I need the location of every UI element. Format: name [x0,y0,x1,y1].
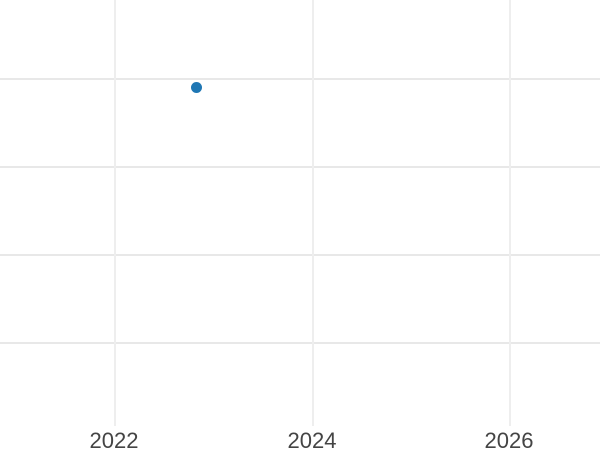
x-tick-label: 2024 [287,428,337,450]
v-gridline [114,0,116,426]
v-gridline [312,0,314,426]
h-gridline [0,254,600,256]
h-gridline [0,78,600,80]
h-gridline [0,342,600,344]
x-tick-label: 2022 [89,428,139,450]
x-tick-label: 2026 [484,428,534,450]
data-point-marker [191,81,202,93]
v-gridline [509,0,511,426]
h-gridline [0,166,600,168]
